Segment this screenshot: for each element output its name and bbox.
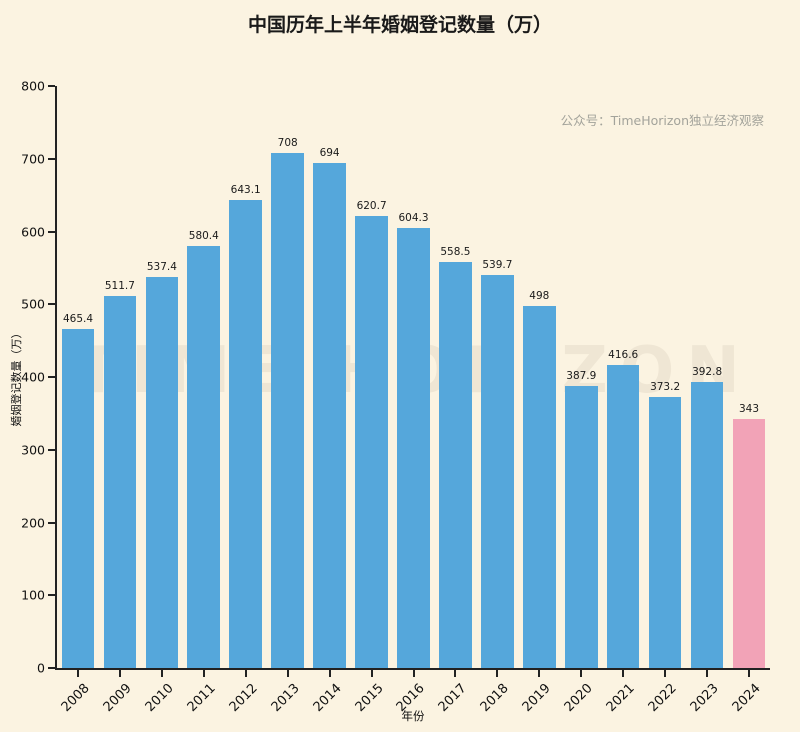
bar-2012 — [229, 200, 263, 668]
x-tick — [412, 670, 415, 677]
bar-2020 — [564, 385, 598, 668]
y-tick — [48, 521, 55, 524]
bar-value-label: 558.5 — [440, 245, 471, 258]
bar-2016 — [397, 228, 430, 668]
x-tick — [580, 670, 583, 677]
x-tick-label: 2012 — [226, 681, 261, 716]
bar-2010 — [145, 277, 179, 668]
bar-value-label: 511.7 — [104, 279, 135, 292]
x-tick — [77, 670, 79, 677]
bar-value-label: 620.7 — [356, 200, 387, 213]
y-tick-label: 500 — [21, 296, 45, 312]
y-tick — [48, 448, 55, 451]
x-tick — [160, 670, 163, 677]
y-tick-label: 0 — [37, 660, 45, 676]
y-tick-label: 700 — [21, 151, 45, 167]
bar-2009 — [103, 295, 137, 668]
x-tick-label: 2015 — [352, 681, 387, 716]
x-tick-label: 2023 — [687, 681, 722, 716]
bar-value-label: 343 — [738, 402, 760, 415]
bar-2018 — [481, 275, 514, 668]
bar-value-label: 416.6 — [608, 348, 639, 361]
bar-2008 — [61, 329, 95, 668]
x-tick — [706, 670, 709, 677]
x-tick-label: 2022 — [645, 681, 680, 716]
source-note: 公众号：TimeHorizon独立经济观察 — [560, 113, 764, 128]
x-tick-label: 2013 — [268, 681, 303, 716]
chart-title: 中国历年上半年婚姻登记数量（万） — [247, 14, 552, 36]
x-tick-label: 2017 — [436, 681, 471, 716]
y-tick — [48, 376, 55, 378]
bar-value-label: 373.2 — [650, 380, 681, 393]
x-tick — [454, 670, 457, 677]
x-tick-label: 2014 — [310, 681, 345, 716]
y-tick-label: 600 — [21, 224, 45, 239]
x-tick — [118, 670, 121, 677]
bar-value-label: 694 — [319, 147, 340, 160]
y-tick — [48, 157, 55, 160]
y-tick-label: 400 — [21, 369, 45, 385]
y-tick — [48, 594, 55, 597]
y-tick-label: 200 — [21, 515, 45, 530]
bar-2019 — [523, 305, 556, 668]
x-axis-label: 年份 — [401, 709, 425, 723]
bar-2023 — [690, 382, 724, 668]
x-tick — [328, 670, 331, 677]
x-tick — [496, 670, 499, 677]
x-tick — [748, 670, 750, 677]
bar-2021 — [606, 364, 640, 668]
y-tick — [48, 667, 55, 669]
x-tick — [202, 670, 205, 677]
y-tick — [48, 230, 55, 233]
bar-2017 — [439, 261, 472, 668]
bar-value-label: 387.9 — [566, 369, 597, 382]
x-axis-spine — [55, 668, 770, 670]
x-tick — [286, 670, 289, 677]
x-tick-label: 2008 — [58, 681, 93, 716]
y-axis-spine — [55, 86, 57, 670]
bar-value-label: 498 — [529, 289, 550, 302]
bar-2013 — [271, 152, 304, 668]
bar-value-label: 604.3 — [398, 212, 429, 225]
bar-value-label: 392.8 — [692, 366, 723, 379]
y-tick-label: 800 — [21, 78, 45, 94]
bar-value-label: 537.4 — [146, 261, 177, 273]
x-tick — [370, 670, 373, 677]
y-tick — [48, 85, 55, 87]
x-tick-label: 2024 — [729, 681, 764, 716]
x-tick-label: 2019 — [519, 681, 554, 716]
x-tick-label: 2010 — [142, 681, 177, 716]
x-tick-label: 2018 — [478, 681, 513, 716]
x-tick-label: 2020 — [561, 681, 596, 716]
bar-value-label: 465.4 — [62, 313, 94, 326]
bar-2024 — [732, 418, 766, 668]
x-tick — [622, 670, 625, 677]
y-tick-label: 300 — [21, 442, 45, 458]
bar-2022 — [648, 396, 682, 668]
x-tick-label: 2021 — [603, 681, 638, 716]
bar-2015 — [355, 216, 388, 668]
x-tick — [664, 670, 667, 677]
bar-value-label: 708 — [277, 136, 298, 149]
x-tick-label: 2009 — [100, 681, 135, 716]
plot-area: TIME HORIZON 公众号：TimeHorizon独立经济观察 465.4… — [21, 79, 770, 715]
x-tick — [244, 670, 247, 677]
bar-value-label: 643.1 — [230, 184, 261, 197]
bar-value-label: 539.7 — [482, 259, 513, 272]
y-tick-label: 100 — [21, 587, 45, 603]
bar-2011 — [187, 245, 221, 668]
x-tick — [538, 670, 541, 677]
bar-value-label: 580.4 — [188, 229, 219, 242]
y-tick — [48, 303, 55, 306]
bar-2014 — [313, 163, 346, 668]
x-tick-label: 2011 — [184, 681, 219, 716]
